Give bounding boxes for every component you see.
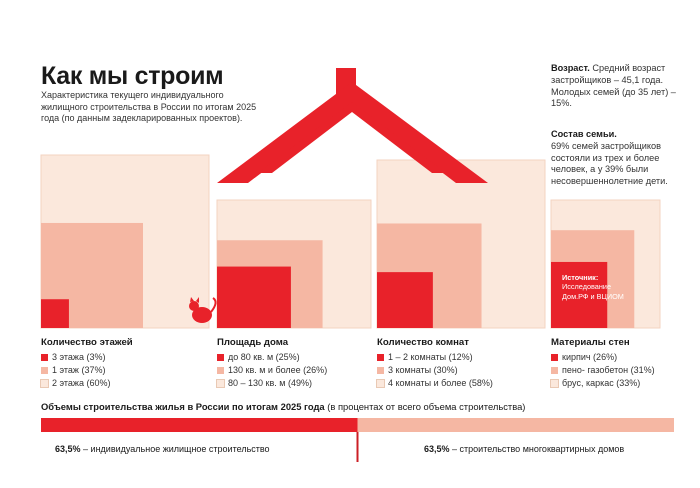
legend-swatch bbox=[377, 354, 384, 361]
legend-item: пено- газобетон (31%) bbox=[551, 364, 655, 377]
legend-swatch bbox=[41, 354, 48, 361]
legend-swatch bbox=[40, 379, 49, 388]
legend-label: 3 этажа (3%) bbox=[52, 352, 106, 362]
panels-group bbox=[40, 154, 661, 329]
legend-label: кирпич (26%) bbox=[562, 352, 618, 362]
legend-label: до 80 кв. м (25%) bbox=[228, 352, 300, 362]
legend-label: брус, каркас (33%) bbox=[562, 378, 641, 388]
age-text: Средний возраст застройщиков – 45,1 года… bbox=[551, 63, 676, 109]
panel-title-rooms: Количество комнат bbox=[377, 337, 469, 348]
legend-item: 130 кв. м и более (26%) bbox=[217, 364, 327, 377]
page-subtitle: Характеристика текущего индивидуального … bbox=[41, 90, 257, 124]
legend-label: 1 – 2 комнаты (12%) bbox=[388, 352, 473, 362]
legend-label: пено- газобетон (31%) bbox=[562, 365, 655, 375]
legend-floors: 3 этажа (3%) 1 этаж (37%) 2 этажа (60%) bbox=[40, 351, 133, 390]
volume-bars bbox=[41, 418, 674, 462]
legend-item: кирпич (26%) bbox=[551, 351, 655, 364]
bar-text-apartments: – строительство многоквартирных домов bbox=[452, 444, 625, 454]
house-roof bbox=[217, 68, 488, 183]
age-note: Возраст. Средний возраст застройщиков – … bbox=[551, 63, 679, 110]
legend-label: 4 комнаты и более (58%) bbox=[388, 378, 493, 388]
source-text: Исследование Дом.РФ и ВЦИОМ bbox=[562, 282, 624, 301]
legend-item: брус, каркас (33%) bbox=[550, 377, 655, 390]
attic-window bbox=[344, 134, 360, 150]
age-label: Возраст. bbox=[551, 63, 590, 73]
panel-title-area: Площадь дома bbox=[217, 337, 289, 348]
roof-peak-fill bbox=[258, 102, 446, 173]
legend-item: 4 комнаты и более (58%) bbox=[376, 377, 493, 390]
legend-item: 1 этаж (37%) bbox=[41, 364, 133, 377]
family-label: Состав семьи. bbox=[551, 129, 617, 139]
panel-layer-inner bbox=[217, 266, 291, 328]
legend-swatch bbox=[551, 354, 558, 361]
legend-item: 2 этажа (60%) bbox=[40, 377, 133, 390]
source-label: Источник: bbox=[562, 273, 599, 282]
panel-layer-inner bbox=[551, 261, 608, 328]
panel-title-walls: Материалы стен bbox=[551, 337, 630, 348]
bar-label-individual: 63,5% – индивидуальное жилищное строител… bbox=[55, 444, 270, 454]
legend-swatch bbox=[217, 367, 224, 374]
legend-item: 1 – 2 комнаты (12%) bbox=[377, 351, 493, 364]
panel-floors: Количество этажей 3 этажа (3%) 1 этаж (3… bbox=[40, 337, 133, 390]
legend-item: 3 этажа (3%) bbox=[41, 351, 133, 364]
legend-item: 3 комнаты (30%) bbox=[377, 364, 493, 377]
legend-label: 80 – 130 кв. м (49%) bbox=[228, 378, 312, 388]
page-title: Как мы строим bbox=[41, 62, 224, 90]
panel-layer-inner bbox=[377, 272, 433, 328]
volume-title-note: (в процентах от всего объема строительст… bbox=[327, 401, 526, 412]
legend-swatch bbox=[550, 379, 559, 388]
volume-bar-segment bbox=[357, 418, 674, 432]
legend-swatch bbox=[216, 379, 225, 388]
legend-rooms: 1 – 2 комнаты (12%) 3 комнаты (30%) 4 ко… bbox=[376, 351, 493, 390]
volume-bar-segment bbox=[41, 418, 358, 432]
roof-shape bbox=[217, 82, 488, 183]
family-text: 69% семей застройщиков состояли из трех … bbox=[551, 140, 668, 187]
bar-label-apartments: 63,5% – строительство многоквартирных до… bbox=[424, 444, 624, 454]
bar-value-apartments: 63,5% bbox=[424, 444, 450, 454]
legend-swatch bbox=[376, 379, 385, 388]
legend-label: 1 этаж (37%) bbox=[52, 365, 106, 375]
bar-divider bbox=[356, 432, 359, 462]
legend-item: 80 – 130 кв. м (49%) bbox=[216, 377, 327, 390]
legend-swatch bbox=[41, 367, 48, 374]
panel-title-floors: Количество этажей bbox=[41, 337, 133, 348]
panel-walls: Материалы стен кирпич (26%) пено- газобе… bbox=[550, 337, 655, 390]
legend-area: до 80 кв. м (25%) 130 кв. м и более (26%… bbox=[216, 351, 327, 390]
volume-title: Объемы строительства жилья в России по и… bbox=[41, 401, 525, 412]
legend-swatch bbox=[551, 367, 558, 374]
cat-illustration bbox=[189, 297, 217, 323]
family-note: Состав семьи. 69% семей застройщиков сос… bbox=[551, 129, 679, 188]
source-note: Источник: Исследование Дом.РФ и ВЦИОМ bbox=[562, 273, 632, 301]
bar-value-individual: 63,5% bbox=[55, 444, 81, 454]
legend-label: 3 комнаты (30%) bbox=[388, 365, 458, 375]
bar-text-individual: – индивидуальное жилищное строительство bbox=[83, 444, 270, 454]
volume-title-main: Объемы строительства жилья в России по и… bbox=[41, 401, 325, 412]
legend-label: 2 этажа (60%) bbox=[52, 378, 111, 388]
legend-walls: кирпич (26%) пено- газобетон (31%) брус,… bbox=[550, 351, 655, 390]
panel-area: Площадь дома до 80 кв. м (25%) 130 кв. м… bbox=[216, 337, 327, 390]
panel-layer-inner bbox=[41, 299, 69, 328]
panel-rooms: Количество комнат 1 – 2 комнаты (12%) 3 … bbox=[376, 337, 493, 390]
legend-swatch bbox=[377, 367, 384, 374]
legend-swatch bbox=[217, 354, 224, 361]
legend-item: до 80 кв. м (25%) bbox=[217, 351, 327, 364]
legend-label: 130 кв. м и более (26%) bbox=[228, 365, 328, 375]
